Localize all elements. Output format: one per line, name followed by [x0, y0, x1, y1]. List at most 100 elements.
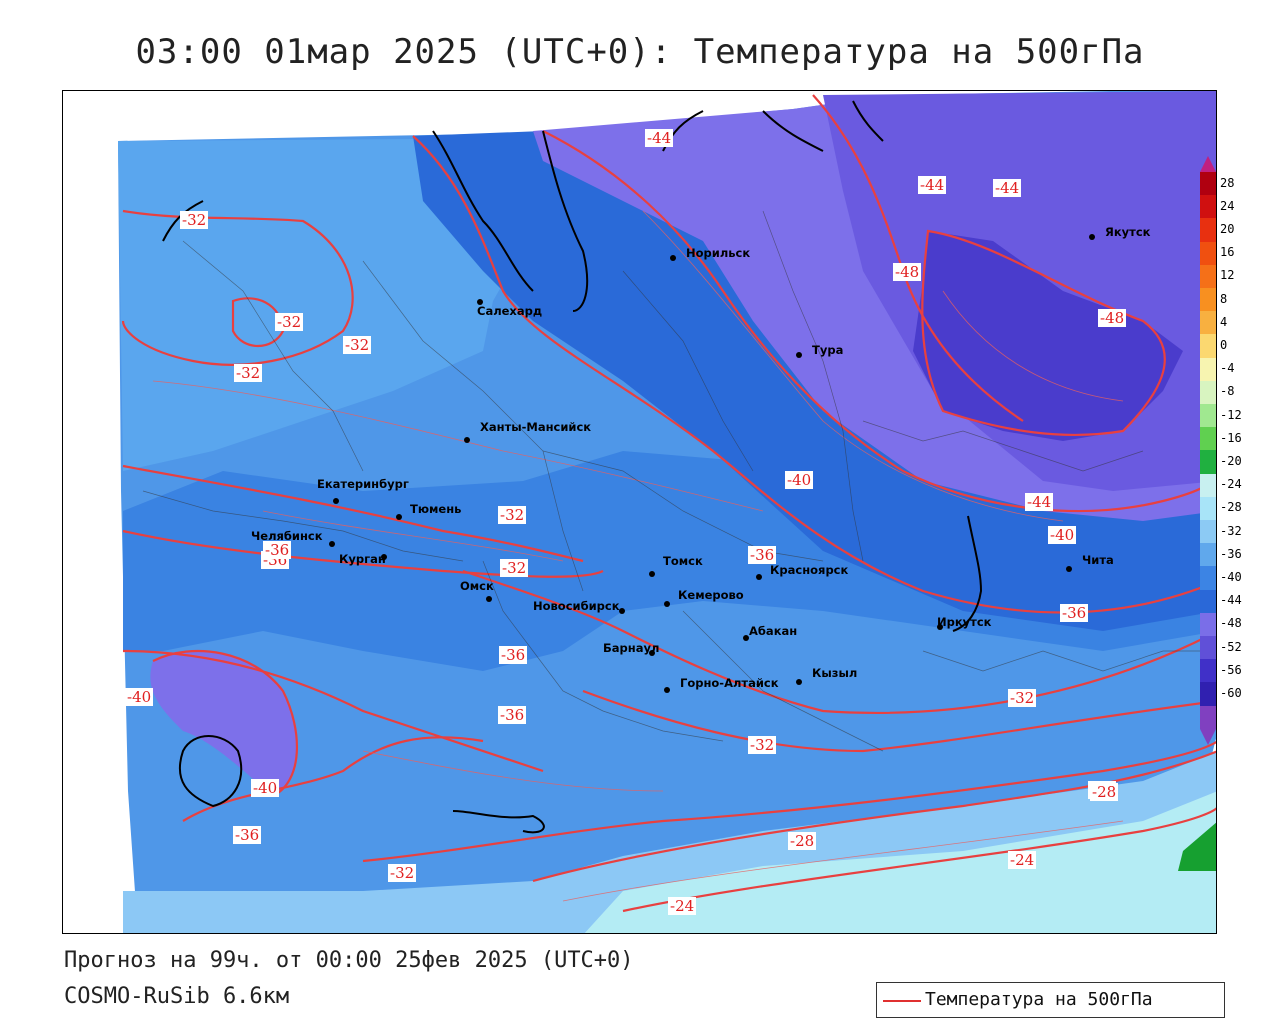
colorbar-tick: -48 [1220, 616, 1242, 631]
coastlines [162, 100, 983, 834]
colorbar-tick: -28 [1220, 500, 1242, 515]
colorbar-tick: 8 [1220, 291, 1228, 306]
isotherm-label: -32 [275, 313, 304, 331]
colorbar-tick: 4 [1220, 314, 1228, 329]
colorbar: 28 24 20 16 12 8 4 0 -4 -8 -12 -16 -20 -24 -28 -32 -36 -4… [1200, 156, 1270, 745]
colorbar-tick: -4 [1220, 361, 1235, 376]
colorbar-segment [1200, 659, 1216, 683]
colorbar-segment [1200, 218, 1216, 242]
city-name: Томск [663, 554, 703, 568]
colorbar-segment [1200, 334, 1216, 358]
colorbar-segment [1200, 496, 1216, 520]
city-name: Иркутск [937, 615, 992, 629]
city-dot [486, 596, 492, 602]
isotherm-label: -32 [388, 864, 417, 882]
colorbar-tick: -52 [1220, 639, 1242, 654]
isotherm-label: -44 [1025, 493, 1054, 511]
colorbar-segment [1200, 241, 1216, 265]
colorbar-segment [1200, 450, 1216, 474]
legend: Температура на 500гПа [876, 982, 1225, 1018]
colorbar-tick: -24 [1220, 477, 1242, 492]
colorbar-segment [1200, 195, 1216, 219]
isotherm-label: -44 [918, 176, 947, 194]
colorbar-tick: -20 [1220, 454, 1242, 468]
city-name: Новосибирск [533, 599, 620, 613]
colorbar-segment [1200, 520, 1216, 544]
city-dot [396, 514, 402, 520]
isotherm-label: -32 [180, 211, 209, 229]
isotherm-label: -40 [251, 779, 280, 797]
colorbar-tick: -40 [1220, 570, 1242, 584]
isotherm-label: -44 [645, 129, 674, 147]
city-dot [756, 574, 762, 580]
city-name: Челябинск [251, 529, 323, 543]
isotherm-label: -32 [498, 506, 527, 524]
city-name: Екатеринбург [317, 477, 409, 491]
colorbar-tick: 28 [1220, 175, 1235, 190]
city-dot [649, 650, 655, 656]
isotherm-label: -36 [1060, 604, 1089, 622]
isotherm-label: -40 [125, 688, 154, 706]
colorbar-tick: -16 [1220, 430, 1242, 445]
colorbar-segment [1200, 264, 1216, 288]
city-dot [464, 437, 470, 443]
colorbar-top-arrow [1200, 156, 1216, 172]
colorbar-segment [1200, 705, 1216, 729]
temperature-field-map [63, 91, 1216, 933]
colorbar-tick: -36 [1220, 546, 1242, 561]
isotherm-label: -32 [748, 736, 777, 754]
isotherm-label: -36 [748, 546, 777, 564]
city-dot [743, 635, 749, 641]
isotherm-label: -44 [993, 179, 1022, 197]
isotherm-label: -24 [668, 897, 697, 915]
legend-line-swatch [883, 1000, 921, 1002]
isotherm-label: -40 [785, 471, 814, 489]
colorbar-bottom-arrow [1200, 728, 1216, 745]
city-dot [796, 679, 802, 685]
isotherm-label: -36 [263, 541, 292, 559]
isotherm-label: -32 [1008, 689, 1037, 707]
isotherm-label: -28 [1090, 783, 1119, 801]
colorbar-segment [1200, 357, 1216, 381]
city-dot [1066, 566, 1072, 572]
forecast-info: Прогноз на 99ч. от 00:00 25фев 2025 (UTC… [64, 948, 634, 973]
colorbar-tick: 24 [1220, 198, 1235, 213]
city-dot [477, 299, 483, 305]
city-name: Тура [812, 343, 844, 357]
city-name: Норильск [686, 246, 751, 260]
map-area: Салехард Норильск Якутск Тура Ханты-Мансийск… [62, 90, 1217, 934]
city-name: Чита [1082, 553, 1114, 567]
colorbar-segment [1200, 589, 1216, 613]
colorbar-segment [1200, 311, 1216, 335]
isotherm-label: -40 [1048, 526, 1077, 544]
colorbar-tick: 0 [1220, 338, 1228, 352]
isotherm-label: -32 [343, 336, 372, 354]
isotherm-label: -36 [499, 646, 528, 664]
city-dot [381, 554, 387, 560]
city-dot [333, 498, 339, 504]
colorbar-tick: 16 [1220, 245, 1235, 260]
colorbar-tick: -12 [1220, 407, 1242, 422]
colorbar-segment [1200, 566, 1216, 590]
city-dot [649, 571, 655, 577]
colorbar-segment [1200, 172, 1216, 196]
colorbar-tick: 20 [1220, 222, 1235, 236]
city-dot [619, 608, 625, 614]
city-name: Ханты-Мансийск [480, 420, 592, 434]
isotherm-label: -32 [234, 364, 263, 382]
colorbar-tick: -60 [1220, 686, 1242, 700]
city-dot [664, 687, 670, 693]
colorbar-segment [1200, 404, 1216, 428]
city-name: Кызыл [812, 666, 858, 680]
colorbar-tick: -8 [1220, 384, 1235, 399]
isotherm-label: -24 [1008, 851, 1037, 869]
isotherm-label: -48 [893, 263, 922, 281]
legend-label: Температура на 500гПа [925, 989, 1153, 1010]
admin-borders [142, 210, 1213, 752]
colorbar-segment [1200, 636, 1216, 660]
model-name: COSMO-RuSib 6.6км [64, 984, 290, 1009]
city-dot [937, 624, 943, 630]
isotherm-label: -36 [498, 706, 527, 724]
isotherm-label: -28 [788, 832, 817, 850]
map-title: 03:00 01мар 2025 (UTC+0): Температура на… [135, 32, 1145, 72]
